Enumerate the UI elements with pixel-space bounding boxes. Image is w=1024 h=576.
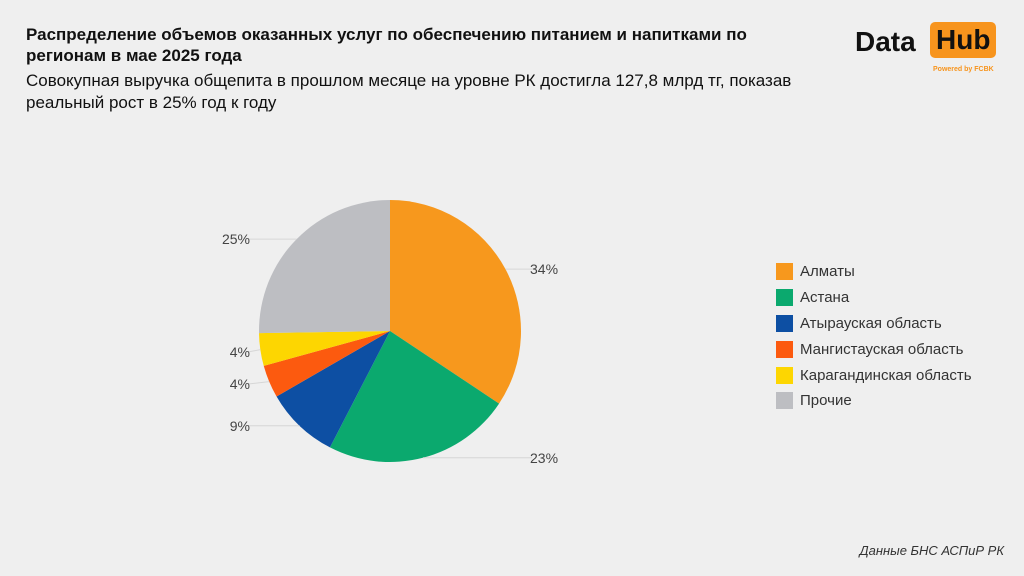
legend-label: Астана	[800, 289, 850, 307]
pie-slice	[259, 331, 390, 366]
datahub-logo: Data Hub Powered by FCBK	[855, 20, 1005, 80]
legend: Алматы Астана Атырауская область Мангистаус…	[776, 259, 972, 414]
data-label: 25%	[222, 231, 250, 247]
data-label: 9%	[230, 418, 250, 434]
pie-slice	[263, 331, 390, 397]
chart-subtitle: Совокупная выручка общепита в прошлом ме…	[26, 71, 792, 112]
legend-swatch	[776, 392, 793, 410]
legend-label: Алматы	[800, 263, 855, 281]
legend-swatch	[776, 314, 793, 332]
legend-item: Астана	[776, 285, 972, 311]
label-leader	[247, 381, 270, 385]
data-label: 4%	[230, 376, 250, 392]
data-label: 4%	[230, 344, 250, 360]
logo-powered: Powered by FCBK	[933, 66, 994, 73]
legend-item: Прочие	[776, 388, 972, 414]
legend-label: Карагандинская область	[800, 366, 972, 384]
logo-hub: Hub	[930, 22, 997, 58]
legend-item: Алматы	[776, 259, 972, 285]
legend-swatch	[776, 289, 793, 307]
pie-slice	[258, 200, 390, 334]
pie-slice	[276, 331, 390, 448]
legend-item: Карагандинская область	[776, 362, 972, 388]
source-note: Данные БНС АСПиР РК	[859, 543, 1004, 558]
legend-swatch	[776, 263, 793, 281]
legend-swatch	[776, 366, 793, 384]
label-leader	[247, 349, 261, 353]
pie-slice	[329, 331, 500, 462]
pie-slice	[390, 200, 521, 404]
legend-item: Мангистауская область	[776, 336, 972, 362]
data-label: 23%	[530, 450, 558, 466]
legend-item: Атырауская область	[776, 311, 972, 337]
legend-swatch	[776, 340, 793, 358]
logo-data: Data	[855, 26, 916, 57]
legend-label: Мангистауская область	[800, 340, 964, 358]
chart-title: Распределение объемов оказанных услуг по…	[26, 25, 747, 65]
legend-label: Прочие	[800, 392, 852, 410]
data-label: 34%	[530, 261, 558, 277]
legend-label: Атырауская область	[800, 314, 942, 332]
